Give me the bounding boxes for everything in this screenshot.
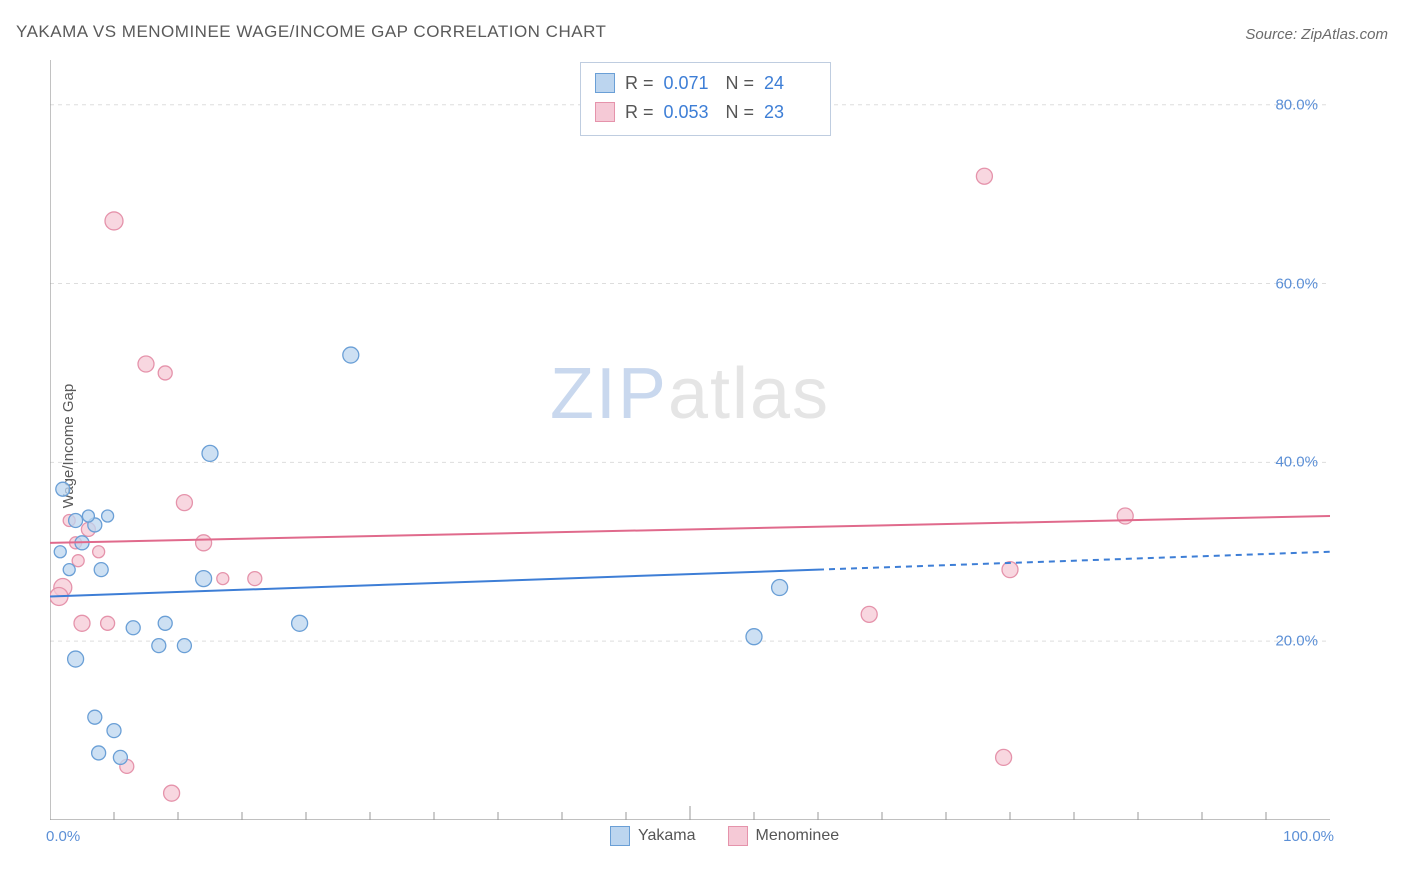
data-point [69,513,83,527]
y-tick-label: 20.0% [1275,633,1318,650]
data-point [105,212,123,230]
data-point [292,615,308,631]
data-point [113,750,127,764]
plot-area: ZIPatlas R =0.071N =24R =0.053N =23 20.0… [50,60,1330,820]
legend-label: Menominee [756,827,840,845]
data-point [72,555,84,567]
data-point [772,580,788,596]
r-value: 0.071 [664,69,716,98]
n-label: N = [726,69,755,98]
data-point [68,651,84,667]
data-point [138,356,154,372]
r-label: R = [625,69,654,98]
data-point [176,495,192,511]
data-point [158,616,172,630]
regression-line [50,516,1330,543]
data-point [126,621,140,635]
data-point [1002,562,1018,578]
data-point [101,616,115,630]
source-attribution: Source: ZipAtlas.com [1245,26,1388,43]
legend-item: Yakama [610,826,696,846]
data-point [196,535,212,551]
regression-line [50,570,818,597]
data-point [1117,508,1133,524]
data-point [92,746,106,760]
data-point [74,615,90,631]
chart-title: YAKAMA VS MENOMINEE WAGE/INCOME GAP CORR… [16,22,606,42]
y-tick-label: 60.0% [1275,275,1318,292]
data-point [996,749,1012,765]
data-point [196,571,212,587]
data-point [976,168,992,184]
legend-swatch [610,826,630,846]
data-point [861,606,877,622]
n-label: N = [726,98,755,127]
data-point [56,482,70,496]
data-point [102,510,114,522]
x-axis-min-label: 0.0% [46,828,80,845]
stats-row: R = 0.071 N = 24 [595,69,816,98]
legend-item: Menominee [728,826,840,846]
legend-swatch [595,73,615,93]
legend-swatch [595,102,615,122]
data-point [152,639,166,653]
x-axis-max-label: 100.0% [1283,828,1334,845]
data-point [248,572,262,586]
source-prefix: Source: [1245,26,1301,43]
n-value: 23 [764,98,816,127]
data-point [54,546,66,558]
bottom-legend: Yakama Menominee [610,826,861,846]
data-point [88,710,102,724]
data-point [343,347,359,363]
r-label: R = [625,98,654,127]
data-point [158,366,172,380]
data-point [63,564,75,576]
legend-swatch [728,826,748,846]
data-point [94,563,108,577]
data-point [177,639,191,653]
data-point [202,445,218,461]
source-name: ZipAtlas.com [1301,26,1388,43]
stats-legend-box: R = 0.071 N = 24 R = 0.053 N = 23 [580,62,831,136]
y-tick-label: 40.0% [1275,454,1318,471]
legend-label: Yakama [638,827,696,845]
y-tick-label: 80.0% [1275,96,1318,113]
regression-line-extrapolated [818,552,1330,570]
n-value: 24 [764,69,816,98]
r-value: 0.053 [664,98,716,127]
data-point [107,724,121,738]
data-point [164,785,180,801]
scatter-chart-svg [50,60,1330,820]
stats-row: R = 0.053 N = 23 [595,98,816,127]
data-point [93,546,105,558]
data-point [217,573,229,585]
data-point [746,629,762,645]
data-point [82,510,94,522]
